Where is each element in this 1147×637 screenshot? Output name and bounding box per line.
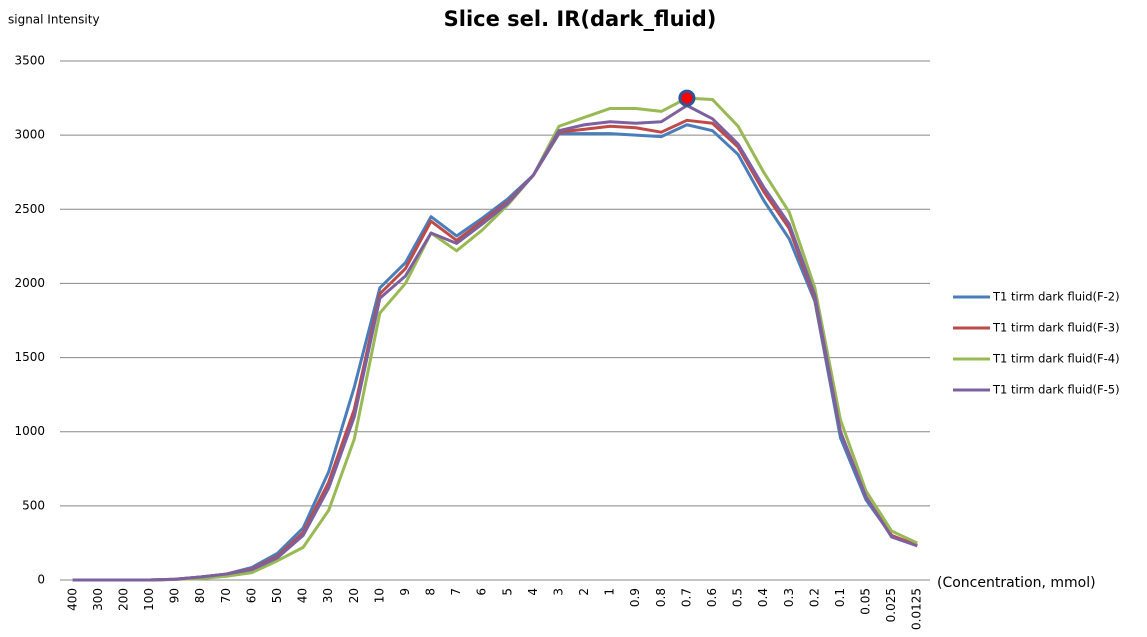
y-tick-label: 0	[37, 573, 45, 587]
x-tick-label: 50	[270, 588, 284, 603]
highlight-marker	[678, 89, 696, 107]
x-tick-label: 0.5	[731, 588, 745, 607]
x-tick-label: 0.2	[807, 588, 821, 607]
x-tick-label: 0.9	[628, 588, 642, 607]
x-tick-label: 400	[65, 588, 79, 611]
y-tick-label: 500	[22, 498, 45, 512]
y-axis-label: signal Intensity	[8, 13, 100, 27]
x-tick-label: 300	[91, 588, 105, 611]
x-tick-label: 20	[347, 588, 361, 603]
y-tick-label: 2500	[14, 202, 45, 216]
series-line	[72, 96, 918, 582]
x-tick-label: 0.6	[705, 588, 719, 607]
x-tick-label: 4	[526, 588, 540, 596]
x-tick-label: 0.8	[654, 588, 668, 607]
y-tick-label: 2000	[14, 276, 45, 290]
y-tick-label: 3500	[14, 54, 45, 68]
y-tick-label: 3000	[14, 128, 45, 142]
legend-label: T1 tirm dark fluid(F-4)	[992, 352, 1120, 366]
y-tick-label: 1500	[14, 350, 45, 364]
x-tick-label: 0.3	[782, 588, 796, 607]
x-tick-label: 10	[372, 588, 386, 603]
legend-label: T1 tirm dark fluid(F-2)	[992, 290, 1120, 304]
x-tick-label: 90	[168, 588, 182, 603]
x-tick-label: 5	[500, 588, 514, 596]
x-tick-label: 40	[296, 588, 310, 603]
x-tick-label: 0.7	[679, 588, 693, 607]
x-tick-label: 3	[551, 588, 565, 596]
x-tick-label: 80	[193, 588, 207, 603]
x-tick-label: 7	[449, 588, 463, 596]
x-tick-label: 0.05	[859, 588, 873, 615]
x-tick-label: 2	[577, 588, 591, 596]
x-tick-label: 9	[398, 588, 412, 596]
series-line	[72, 103, 918, 582]
x-tick-label: 0.1	[833, 588, 847, 607]
x-tick-label: 0.4	[756, 588, 770, 607]
x-tick-label: 70	[219, 588, 233, 603]
x-tick-label: 0.0125	[910, 588, 924, 630]
x-tick-label: 30	[321, 588, 335, 603]
x-axis-label: (Concentration, mmol)	[937, 575, 1096, 591]
x-tick-label: 6	[475, 588, 489, 596]
x-tick-label: 1	[603, 588, 617, 596]
x-tick-label: 200	[116, 588, 130, 611]
y-tick-label: 1000	[14, 424, 45, 438]
chart-title: Slice sel. IR(dark_fluid)	[444, 7, 717, 31]
x-tick-label: 100	[142, 588, 156, 611]
series-line	[72, 123, 918, 582]
x-tick-label: 0.025	[884, 588, 898, 622]
x-tick-label: 8	[424, 588, 438, 596]
legend-label: T1 tirm dark fluid(F-5)	[992, 383, 1120, 397]
series-line	[72, 118, 918, 582]
x-tick-label: 60	[244, 588, 258, 603]
legend-label: T1 tirm dark fluid(F-3)	[992, 321, 1120, 335]
